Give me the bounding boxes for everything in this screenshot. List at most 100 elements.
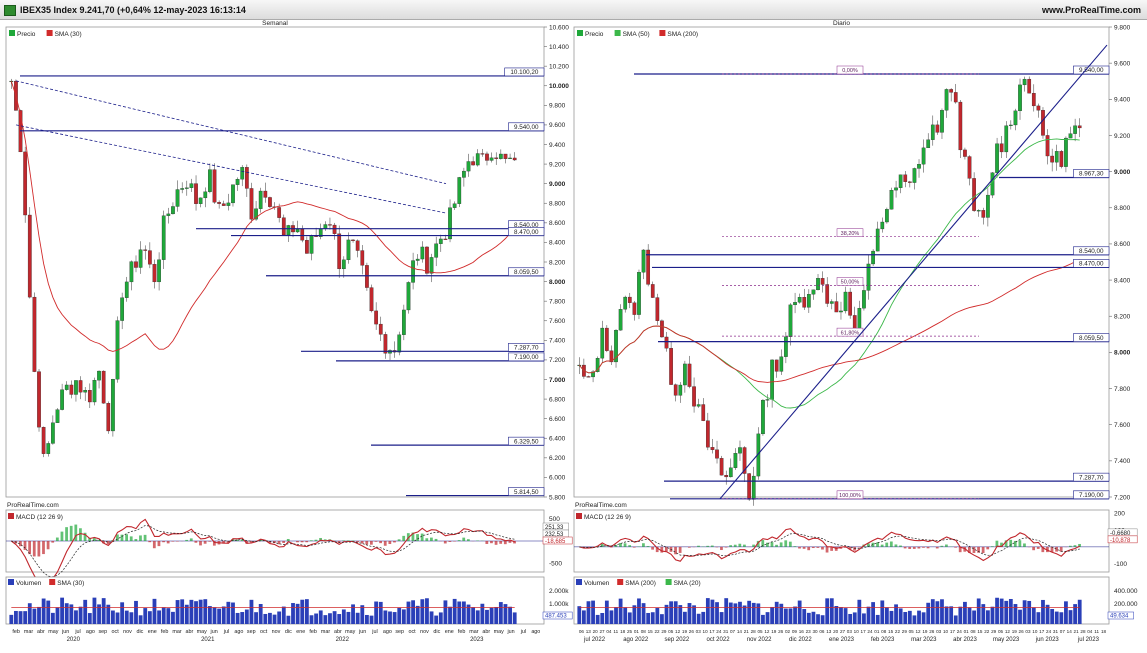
wv-volume-bar [295,603,300,624]
dy-x-label: 26 [778,629,784,634]
wm-histogram-bar [46,541,50,550]
wm-histogram-bar [342,540,346,541]
dy-candle [788,304,793,337]
wk-tick-label: 7.200 [549,357,566,364]
dy-x-label: 19 [1012,629,1018,634]
dy-candle [898,174,903,188]
dm-histogram-bar [1050,546,1054,553]
wv-volume-bar [244,609,249,624]
dv-volume-bar [710,599,715,624]
wk-tick-label: 10.200 [549,63,569,70]
wk-candle [397,334,402,353]
wk-tick-label: 8.400 [549,240,566,247]
wk-candle [143,249,148,251]
dm-histogram-bar [1059,546,1063,552]
dv-volume-bar [963,601,967,624]
dm-histogram-bar [880,544,884,547]
dy-x-label: 24 [1046,629,1052,634]
wk-candle [378,323,383,335]
wv-volume-bar [166,608,171,624]
wv-volume-bar [138,615,143,624]
dv-volume-bar [770,606,775,624]
dm-histogram-bar [674,546,677,555]
dy-x-label: 21 [1074,629,1080,634]
wm-histogram-bar [171,541,175,542]
wm-histogram-bar [240,539,244,541]
dy-candle [829,301,834,304]
wv-volume-bar [475,610,480,624]
dy-candle [1073,125,1077,134]
dm-histogram-bar [825,546,829,553]
wv-volume-bar [203,599,208,624]
wv-volume-bar [277,611,282,624]
dm-histogram-bar [756,540,760,547]
wm-histogram-bar [305,541,309,543]
wm-histogram-bar [273,541,276,544]
wk-candle [23,151,28,216]
wk-candle [466,161,471,172]
wk-candle [503,153,508,159]
dy-candle [1050,155,1055,163]
dv-volume-bar [627,612,632,624]
chart-area[interactable]: Semanal Precio SMA (30) 5.800 6.000 6.200 6.40… [0,20,1147,653]
dy-x-group-label: feb 2023 [871,637,895,643]
wv-volume-bar [471,607,476,624]
dy-candle [604,327,609,351]
dm-histogram-bar [972,546,976,553]
wv-volume-bar [429,611,434,624]
wv-volume-bar [78,606,83,624]
dy-x-label: 31 [1053,629,1059,634]
dy-x-label: 29 [661,629,667,634]
wm-histogram-bar [148,541,152,543]
wv-volume-bar [231,602,235,624]
dv-volume-bar [678,605,683,624]
dv-volume-bar [632,605,637,624]
dy-x-label: 03 [936,629,942,634]
dv-volume-bar [926,602,931,624]
wv-volume-bar [83,599,88,624]
wv-volume-bar [87,613,92,624]
dy-fib-label: 61,80% [841,330,860,336]
wm-histogram-bar [69,525,73,541]
dy-x-label: 11 [1094,629,1099,634]
dm-histogram-bar [1023,543,1026,547]
dm-histogram-bar [678,546,682,553]
dy-x-label: 25 [627,629,633,634]
wm-histogram-bar [448,541,452,542]
wm-histogram-bar [323,539,327,541]
wv-volume-bar [92,597,97,624]
wv-volume-bar [318,610,323,624]
dy-candle [848,291,853,316]
dy-x-label: 01 [634,629,640,634]
dv-volume-bar [738,601,742,624]
dy-candle [742,447,747,474]
dm-histogram-bar [816,546,820,548]
wm-histogram-bar [212,541,216,546]
wk-candle [258,190,263,209]
dy-x-label: 17 [1039,629,1045,634]
wv-volume-bar [207,606,212,624]
dy-x-label: 04 [1087,629,1093,634]
wk-x-label: feb [309,629,317,635]
wv-volume-bar [415,605,420,624]
wk-x-label: dic [433,629,440,635]
wm-histogram-bar [166,541,170,544]
dm-histogram-bar [954,546,957,548]
wm-histogram-bar [23,541,27,550]
dy-x-label: 08 [970,629,976,634]
wm-histogram-bar [494,541,498,545]
dv-volume-bar [783,608,788,624]
wm-histogram-bar [249,541,253,543]
site-link[interactable]: www.ProRealTime.com [1041,5,1141,15]
dy-tick-label: 7.600 [1114,422,1131,429]
dv-volume-bar [889,610,894,624]
dy-x-label: 29 [902,629,908,634]
dy-candle [930,124,935,140]
dy-x-group-label: oct 2022 [707,637,731,643]
wk-level-label: 8.540,00 [514,222,539,229]
dy-x-label: 11 [613,629,618,634]
wk-tick-label: 9.200 [549,161,566,168]
wk-candle [471,161,475,166]
dv-volume-bar [985,610,990,624]
dv-volume-bar [1068,610,1073,624]
